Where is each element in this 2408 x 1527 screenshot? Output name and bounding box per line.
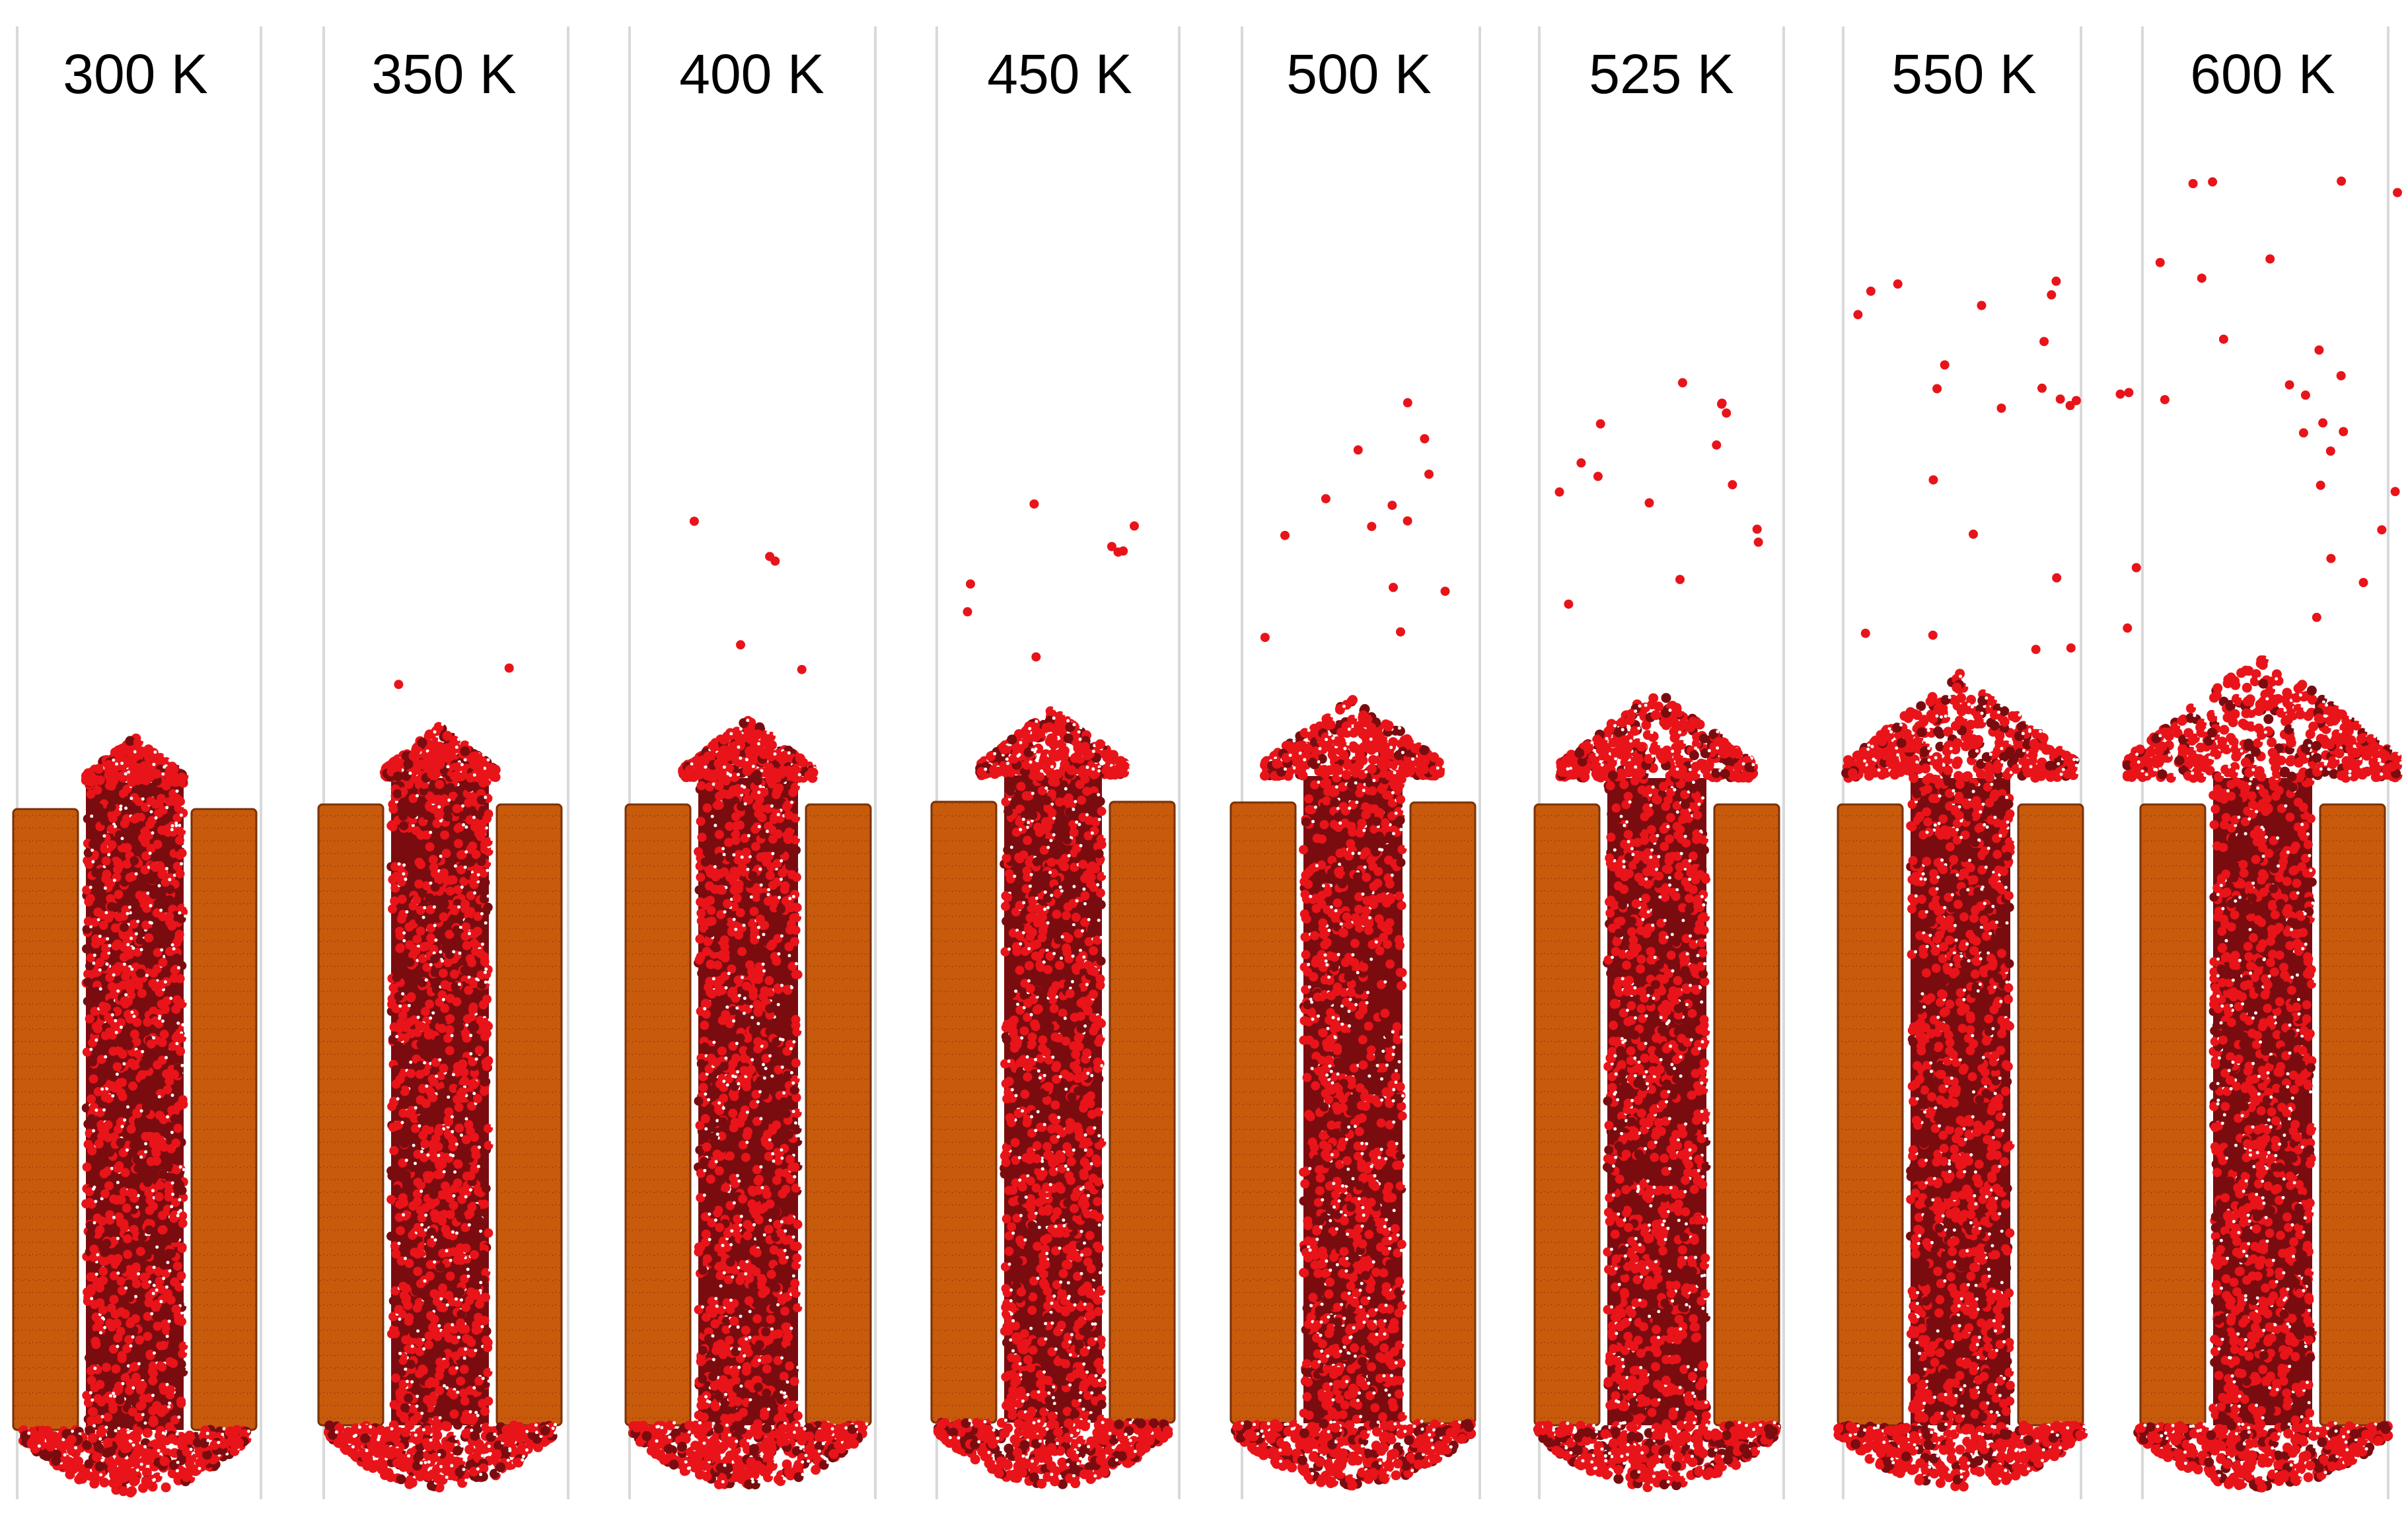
left-wall (318, 804, 383, 1425)
temp-label-350: 350 K (345, 46, 543, 102)
temp-label-300: 300 K (36, 46, 235, 102)
right-wall (1110, 802, 1175, 1423)
right-wall (497, 804, 562, 1425)
right-wall (806, 804, 871, 1425)
left-wall (931, 802, 996, 1423)
simulation-panel-400 (626, 516, 871, 1489)
right-wall (1410, 802, 1475, 1423)
simulation-panel-450 (931, 499, 1175, 1489)
temp-label-600: 600 K (2164, 46, 2362, 102)
left-wall (1535, 804, 1599, 1425)
simulation-panel-550 (1833, 277, 2088, 1492)
right-wall (2320, 804, 2385, 1425)
left-wall (1838, 804, 1903, 1425)
left-wall (13, 809, 78, 1430)
simulation-panel-300 (13, 734, 256, 1498)
right-wall (1714, 804, 1779, 1425)
right-wall (2018, 804, 2083, 1425)
simulation-panel-500 (1231, 398, 1476, 1491)
temp-label-500: 500 K (1260, 46, 1458, 102)
right-wall (192, 809, 256, 1430)
simulation-panel-350 (318, 664, 562, 1493)
left-wall (626, 804, 690, 1425)
temp-label-525: 525 K (1562, 46, 1761, 102)
simulation-panel-600 (2116, 176, 2408, 1492)
temp-label-400: 400 K (653, 46, 851, 102)
panels (13, 176, 2408, 1497)
left-wall (2140, 804, 2205, 1425)
left-wall (1231, 802, 1295, 1423)
temp-label-550: 550 K (1865, 46, 2063, 102)
temp-label-450: 450 K (961, 46, 1159, 102)
simulation-panel-525 (1533, 378, 1781, 1493)
